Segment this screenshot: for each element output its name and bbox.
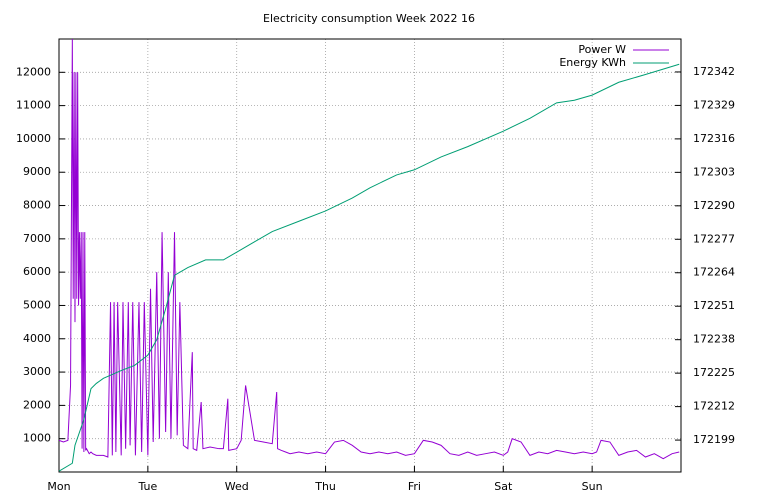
- y2-tick-label: 172290: [693, 199, 735, 212]
- x-tick-label: Wed: [225, 480, 249, 493]
- y-tick-label: 4000: [23, 332, 51, 345]
- chart-title: Electricity consumption Week 2022 16: [263, 12, 475, 25]
- y2-tick-label: 172264: [693, 266, 735, 279]
- x-tick-label: Mon: [47, 480, 70, 493]
- y-tick-label: 8000: [23, 199, 51, 212]
- y-tick-label: 11000: [16, 99, 51, 112]
- y-tick-label: 5000: [23, 298, 51, 311]
- x-tick-label: Tue: [137, 480, 157, 493]
- y2-tick-label: 172238: [693, 333, 735, 346]
- y-tick-label: 7000: [23, 232, 51, 245]
- x-tick-label: Fri: [408, 480, 421, 493]
- y2-tick-label: 172316: [693, 132, 735, 145]
- y2-tick-label: 172251: [693, 299, 735, 312]
- y-tick-label: 2000: [23, 398, 51, 411]
- x-tick-label: Sat: [494, 480, 513, 493]
- x-tick-label: Sun: [582, 480, 603, 493]
- y2-tick-label: 172212: [693, 400, 735, 413]
- y-tick-label: 6000: [23, 265, 51, 278]
- y2-tick-label: 172342: [693, 65, 735, 78]
- legend-label: Power W: [578, 43, 626, 56]
- y2-tick-label: 172329: [693, 98, 735, 111]
- y2-tick-label: 172199: [693, 433, 735, 446]
- y-tick-label: 12000: [16, 65, 51, 78]
- series-line: [58, 38, 680, 460]
- series-line: [58, 63, 680, 472]
- y2-tick-label: 172225: [693, 366, 735, 379]
- x-tick-label: Thu: [314, 480, 336, 493]
- y-tick-label: 1000: [23, 432, 51, 445]
- legend-label: Energy KWh: [559, 56, 626, 69]
- y2-tick-label: 172303: [693, 165, 735, 178]
- y-tick-label: 10000: [16, 132, 51, 145]
- y-tick-label: 9000: [23, 165, 51, 178]
- plot-frame: [58, 38, 682, 473]
- y-tick-label: 3000: [23, 365, 51, 378]
- y2-tick-label: 172277: [693, 232, 735, 245]
